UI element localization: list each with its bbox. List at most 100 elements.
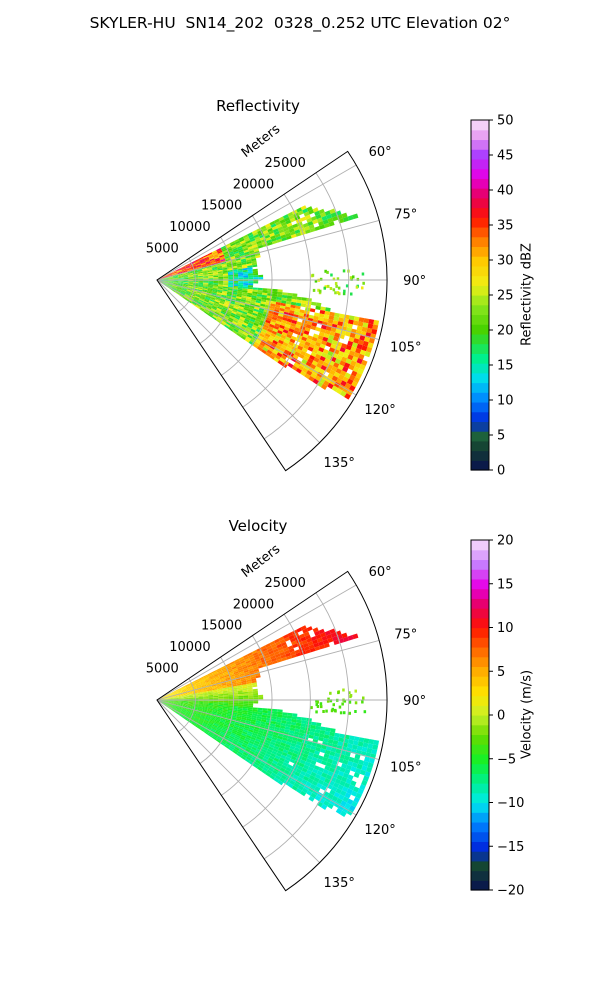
radar-cell — [270, 352, 277, 358]
radar-cell — [217, 709, 223, 712]
radar-cell — [242, 667, 249, 672]
radar-cell — [282, 341, 289, 347]
colorbar-tick-label: 40 — [497, 184, 514, 199]
radar-cell — [280, 742, 286, 747]
radar-cell — [217, 736, 223, 741]
radar-cell — [205, 681, 211, 684]
radar-cell — [250, 299, 257, 303]
radar-cell — [252, 264, 258, 268]
radar-cell — [184, 715, 189, 718]
radar-cell — [202, 254, 208, 258]
radar-cell — [290, 755, 297, 761]
radar-cell — [173, 278, 179, 280]
radar-cell — [258, 755, 264, 760]
radar-cell — [333, 791, 341, 798]
radar-cell — [338, 770, 345, 777]
radar-cell — [236, 716, 242, 720]
radar-cell — [236, 752, 242, 758]
radar-cell — [310, 771, 317, 778]
radar-cell — [342, 759, 349, 765]
radar-cell — [201, 263, 207, 267]
radar-cell — [237, 665, 243, 670]
radar-cell — [297, 345, 304, 351]
radar-cell — [252, 310, 259, 315]
radar-cell — [222, 712, 228, 715]
radar-cell — [193, 278, 199, 280]
radar-cell — [243, 693, 249, 696]
radar-cell — [227, 249, 233, 253]
radar-cell — [277, 291, 283, 295]
radar-cell — [336, 277, 340, 281]
radar-cell — [168, 281, 174, 282]
radar-cell — [213, 700, 219, 703]
radar-cell — [348, 739, 354, 745]
radar-cell — [266, 769, 273, 775]
radar-cell — [315, 305, 321, 310]
radar-cell — [252, 291, 258, 295]
radar-cell — [216, 683, 222, 686]
radar-cell — [248, 695, 254, 698]
radar-cell — [201, 293, 207, 296]
radar-cell — [236, 732, 242, 737]
radar-cell — [197, 289, 203, 292]
radar-cell — [238, 697, 244, 700]
radar-cell — [262, 337, 268, 343]
radar-cell — [314, 750, 320, 756]
radar-cell — [227, 288, 233, 291]
radar-cell — [226, 295, 232, 299]
radar-cell — [191, 721, 197, 726]
radar-cell — [280, 754, 287, 760]
radar-cell — [240, 240, 246, 245]
radar-cell — [247, 290, 253, 294]
radar-cell — [344, 331, 351, 337]
radar-cell — [220, 678, 226, 682]
radar-cell — [253, 742, 259, 747]
radar-cell — [357, 741, 364, 747]
radar-cell — [197, 287, 203, 290]
radar-cell — [187, 286, 193, 289]
radar-cell — [219, 676, 225, 680]
radar-cell — [243, 697, 249, 700]
radar-cell — [213, 314, 219, 318]
radar-cell — [227, 708, 233, 711]
radar-cell — [325, 326, 332, 332]
radar-cell — [314, 375, 321, 382]
radar-cell — [285, 219, 292, 225]
radar-cell — [341, 632, 348, 639]
radar-cell — [232, 710, 238, 713]
radar-cell — [183, 280, 189, 282]
radar-cell — [211, 265, 217, 268]
radar-cell — [178, 281, 184, 282]
radar-cell — [192, 301, 197, 305]
radar-cell — [246, 259, 252, 263]
radar-cell — [188, 696, 194, 698]
radar-cell — [241, 744, 247, 749]
radar-cell — [193, 700, 199, 702]
radar-cell — [230, 324, 236, 329]
radar-cell — [349, 374, 356, 381]
radar-cell — [162, 274, 168, 278]
radar-cell — [208, 276, 214, 278]
radar-cell — [216, 729, 222, 733]
radar-cell — [198, 281, 204, 283]
radar-cell — [335, 368, 342, 375]
radar-cell — [181, 268, 187, 272]
radar-cell — [194, 260, 200, 263]
radar-cell — [344, 382, 352, 390]
radar-cell — [315, 725, 321, 730]
azimuth-gridline — [156, 220, 380, 281]
radar-cell — [192, 692, 198, 694]
radar-cell — [185, 685, 191, 689]
radar-cell — [297, 365, 304, 371]
radar-cell — [204, 678, 210, 682]
radar-cell — [296, 207, 303, 213]
radar-cell — [163, 280, 169, 282]
radar-cell — [301, 778, 308, 785]
radar-cell — [275, 236, 282, 241]
radar-cell — [203, 721, 209, 725]
radar-cell — [234, 746, 240, 751]
radar-cell — [178, 698, 184, 699]
radar-cell — [207, 708, 213, 711]
radar-cell — [230, 744, 236, 749]
radar-cell — [310, 760, 317, 766]
